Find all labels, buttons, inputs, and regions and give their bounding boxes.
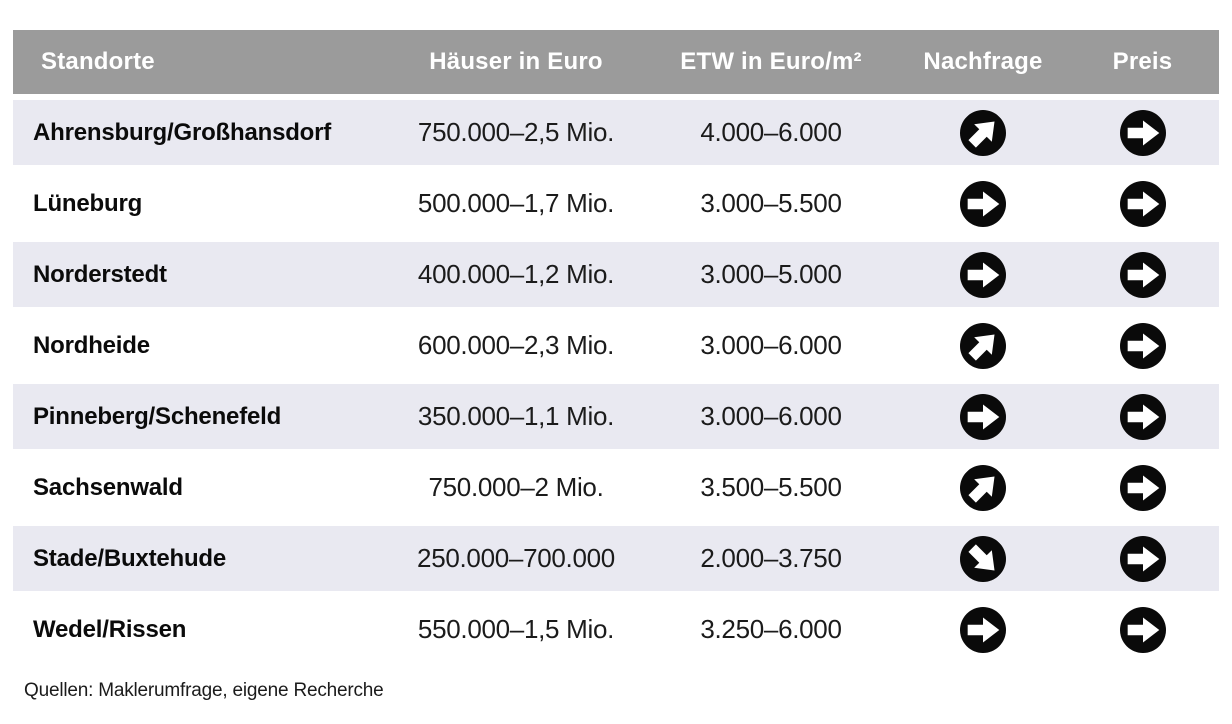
house-price-cell: 500.000–1,7 Mio. — [390, 171, 642, 242]
trend-right-icon — [1119, 322, 1166, 369]
demand-trend-cell — [900, 384, 1066, 455]
house-price-cell: 750.000–2,5 Mio. — [390, 100, 642, 171]
location-cell: Norderstedt — [13, 242, 390, 313]
column-header-etw: ETW in Euro/m² — [642, 30, 900, 100]
trend-right-icon — [1119, 606, 1166, 653]
location-cell: Lüneburg — [13, 171, 390, 242]
trend-right-icon — [960, 180, 1006, 227]
demand-trend-cell — [900, 526, 1066, 597]
real-estate-market-table: Standorte Häuser in Euro ETW in Euro/m² … — [13, 30, 1219, 668]
trend-up-right-icon — [950, 313, 1015, 378]
trend-right-icon — [1119, 109, 1166, 156]
trend-right-icon — [960, 251, 1006, 298]
table-row: Norderstedt 400.000–1,2 Mio. 3.000–5.000 — [13, 242, 1219, 313]
table-row: Sachsenwald 750.000–2 Mio. 3.500–5.500 — [13, 455, 1219, 526]
table-header-row: Standorte Häuser in Euro ETW in Euro/m² … — [13, 30, 1219, 100]
price-trend-cell — [1066, 171, 1219, 242]
price-trend-cell — [1066, 455, 1219, 526]
house-price-cell: 350.000–1,1 Mio. — [390, 384, 642, 455]
location-cell: Stade/Buxtehude — [13, 526, 390, 597]
house-price-cell: 600.000–2,3 Mio. — [390, 313, 642, 384]
trend-up-right-icon — [950, 455, 1015, 520]
trend-down-right-icon — [950, 526, 1015, 591]
location-cell: Ahrensburg/Großhansdorf — [13, 100, 390, 171]
price-trend-cell — [1066, 597, 1219, 668]
trend-right-icon — [1119, 393, 1166, 440]
demand-trend-cell — [900, 597, 1066, 668]
table-row: Nordheide 600.000–2,3 Mio. 3.000–6.000 — [13, 313, 1219, 384]
table-row: Stade/Buxtehude 250.000–700.000 2.000–3.… — [13, 526, 1219, 597]
demand-trend-cell — [900, 171, 1066, 242]
source-note: Quellen: Maklerumfrage, eigene Recherche — [24, 680, 384, 701]
trend-right-icon — [960, 393, 1006, 440]
price-trend-cell — [1066, 313, 1219, 384]
trend-up-right-icon — [950, 100, 1015, 165]
price-trend-cell — [1066, 100, 1219, 171]
trend-right-icon — [1119, 535, 1166, 582]
trend-right-icon — [1119, 464, 1166, 511]
table-row: Ahrensburg/Großhansdorf 750.000–2,5 Mio.… — [13, 100, 1219, 171]
table-row: Wedel/Rissen 550.000–1,5 Mio. 3.250–6.00… — [13, 597, 1219, 668]
demand-trend-cell — [900, 100, 1066, 171]
trend-right-icon — [960, 606, 1006, 653]
house-price-cell: 750.000–2 Mio. — [390, 455, 642, 526]
house-price-cell: 400.000–1,2 Mio. — [390, 242, 642, 313]
etw-price-cell: 3.000–6.000 — [642, 384, 900, 455]
price-trend-cell — [1066, 242, 1219, 313]
trend-right-icon — [1119, 180, 1166, 227]
column-header-haeuser: Häuser in Euro — [390, 30, 642, 100]
location-cell: Wedel/Rissen — [13, 597, 390, 668]
location-cell: Pinneberg/Schenefeld — [13, 384, 390, 455]
table-row: Pinneberg/Schenefeld 350.000–1,1 Mio. 3.… — [13, 384, 1219, 455]
etw-price-cell: 2.000–3.750 — [642, 526, 900, 597]
etw-price-cell: 3.500–5.500 — [642, 455, 900, 526]
column-header-standorte: Standorte — [13, 30, 390, 100]
house-price-cell: 550.000–1,5 Mio. — [390, 597, 642, 668]
etw-price-cell: 3.000–6.000 — [642, 313, 900, 384]
etw-price-cell: 3.000–5.000 — [642, 242, 900, 313]
demand-trend-cell — [900, 455, 1066, 526]
location-cell: Nordheide — [13, 313, 390, 384]
etw-price-cell: 3.250–6.000 — [642, 597, 900, 668]
column-header-preis: Preis — [1066, 30, 1219, 100]
location-cell: Sachsenwald — [13, 455, 390, 526]
house-price-cell: 250.000–700.000 — [390, 526, 642, 597]
column-header-nachfrage: Nachfrage — [900, 30, 1066, 100]
demand-trend-cell — [900, 313, 1066, 384]
real-estate-market-table-page: Standorte Häuser in Euro ETW in Euro/m² … — [13, 30, 1219, 701]
table-row: Lüneburg 500.000–1,7 Mio. 3.000–5.500 — [13, 171, 1219, 242]
price-trend-cell — [1066, 384, 1219, 455]
trend-right-icon — [1119, 251, 1166, 298]
demand-trend-cell — [900, 242, 1066, 313]
etw-price-cell: 4.000–6.000 — [642, 100, 900, 171]
price-trend-cell — [1066, 526, 1219, 597]
etw-price-cell: 3.000–5.500 — [642, 171, 900, 242]
